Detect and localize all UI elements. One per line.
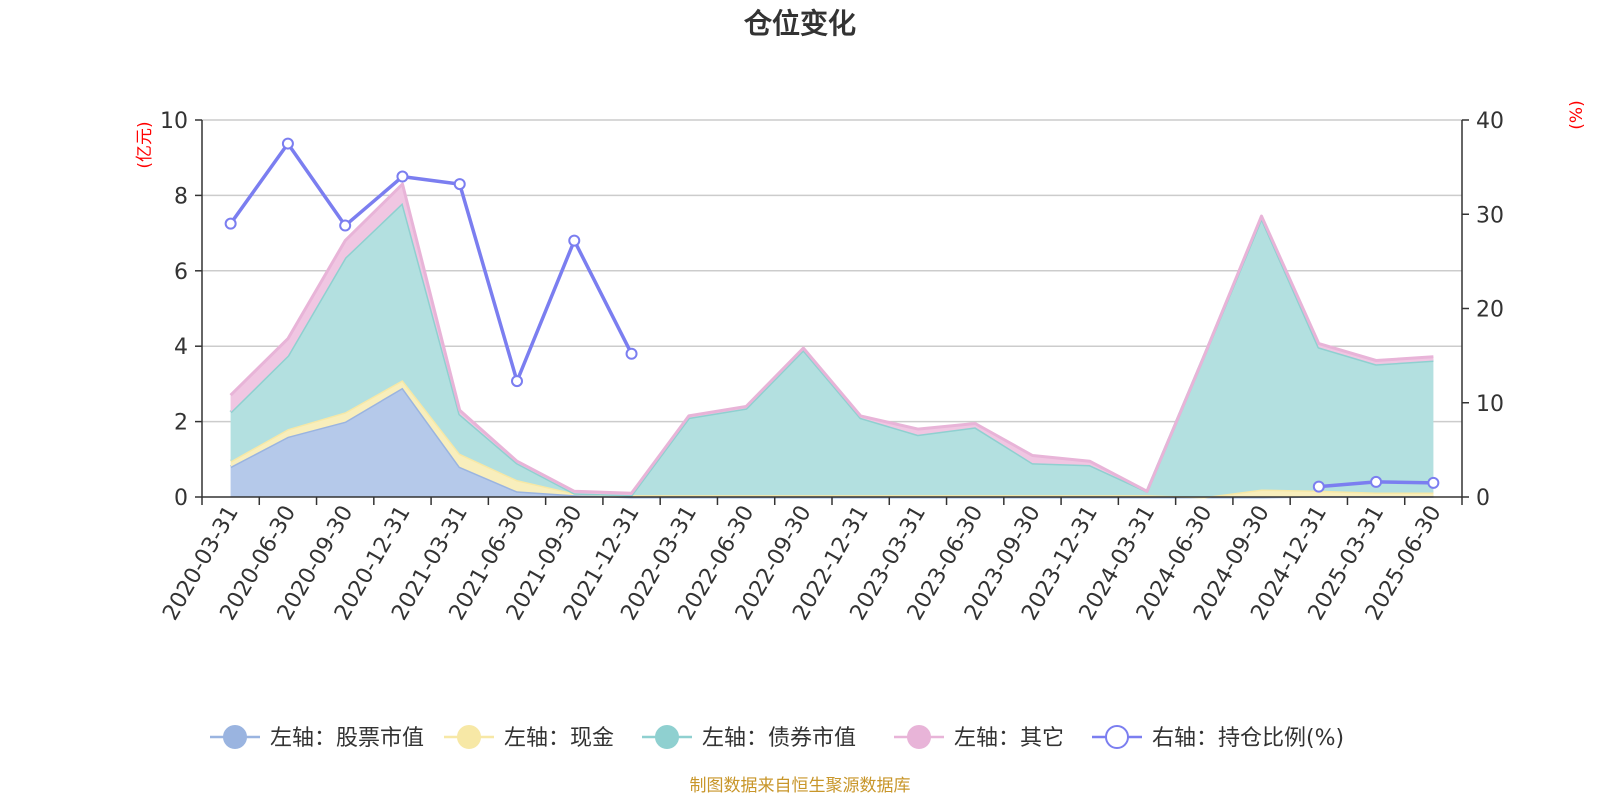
right-tick-label: 40 <box>1476 109 1504 134</box>
area-series-2 <box>230 202 1434 497</box>
ratio-point <box>281 137 294 150</box>
left-tick-label: 10 <box>160 109 188 134</box>
legend-label: 左轴：其它 <box>954 726 1064 751</box>
ratio-point <box>568 234 581 247</box>
right-axis-unit: (%) <box>1567 100 1587 129</box>
legend-swatch-marker <box>655 725 679 749</box>
legend-label: 左轴：债券市值 <box>702 726 856 751</box>
ratio-point <box>453 178 466 191</box>
ratio-point <box>339 219 352 232</box>
ratio-point <box>1370 475 1383 488</box>
legend-swatch-marker <box>223 725 247 749</box>
left-tick-label: 8 <box>174 184 188 209</box>
legend: 左轴：股票市值 左轴：现金 左轴：债券市值 左轴：其它 右轴：持仓比例(%) <box>210 725 1344 751</box>
chart-title: 仓位变化 <box>744 7 856 40</box>
left-tick-label: 6 <box>174 260 188 285</box>
right-tick-label: 30 <box>1476 203 1504 228</box>
legend-label: 左轴：股票市值 <box>270 726 424 751</box>
stacked-areas <box>229 182 1434 499</box>
left-tick-label: 4 <box>174 335 188 360</box>
legend-label: 左轴：现金 <box>504 726 614 751</box>
ratio-point <box>1427 476 1440 489</box>
left-axis-unit: (亿元) <box>135 121 155 168</box>
ratio-point <box>625 347 638 360</box>
left-tick-label: 2 <box>174 411 188 436</box>
legend-swatch-marker <box>1105 725 1129 749</box>
ratio-point <box>1312 480 1325 493</box>
legend-swatch-marker <box>907 725 931 749</box>
right-tick-label: 10 <box>1476 392 1504 417</box>
legend-swatch-marker <box>457 725 481 749</box>
area-line-series-3 <box>229 182 1434 495</box>
ratio-point <box>224 217 237 230</box>
ratio-point <box>511 375 523 388</box>
ratio-point <box>396 170 409 183</box>
right-tick-label: 20 <box>1476 298 1504 323</box>
area-series-0 <box>230 387 1434 497</box>
legend-label: 右轴：持仓比例(%) <box>1152 726 1344 751</box>
source-note: 制图数据来自恒生聚源数据库 <box>690 776 911 796</box>
right-tick-label: 0 <box>1476 486 1490 511</box>
left-tick-label: 0 <box>174 486 188 511</box>
holding-ratio-line <box>224 137 1440 493</box>
